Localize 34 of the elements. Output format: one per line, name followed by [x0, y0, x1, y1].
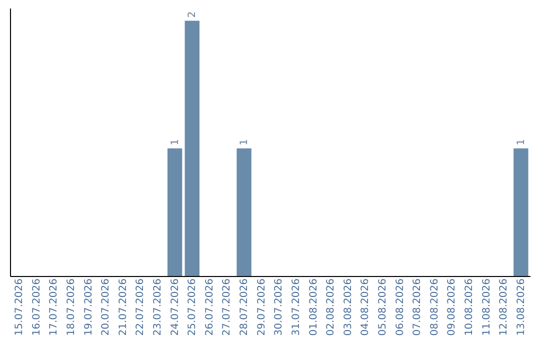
x-tick-label: 23.07.2026 [152, 278, 164, 336]
x-tick-label: 31.07.2026 [290, 278, 302, 336]
x-tick-label: 19.07.2026 [83, 278, 94, 336]
data-label: 2 [187, 11, 198, 18]
x-tick-label: 22.07.2026 [135, 278, 146, 336]
x-tick-label: 13.08.2026 [516, 278, 527, 336]
x-tick-label: 02.08.2026 [326, 278, 337, 336]
x-tick-label: 17.07.2026 [48, 278, 60, 336]
x-tick-label: 04.08.2026 [360, 278, 372, 336]
x-tick-label: 05.08.2026 [377, 278, 388, 336]
data-label: 1 [170, 139, 181, 146]
x-tick-label: 16.07.2026 [31, 278, 42, 336]
x-tick-label: 09.08.2026 [446, 278, 458, 336]
data-label: 1 [239, 139, 250, 146]
x-tick-label: 11.08.2026 [481, 278, 492, 336]
x-tick-label: 27.07.2026 [222, 278, 233, 336]
x-tick-label: 07.08.2026 [412, 278, 424, 336]
data-label: 1 [516, 139, 527, 146]
x-tick-label: 18.07.2026 [66, 278, 77, 336]
x-tick-label: 15.07.2026 [14, 278, 26, 336]
x-tick-label: 24.07.2026 [170, 278, 181, 336]
x-tick-label: 12.08.2026 [498, 278, 510, 336]
x-tick-label: 28.07.2026 [239, 278, 250, 336]
x-tick-label: 06.08.2026 [394, 278, 406, 336]
x-tick-label: 25.07.2026 [187, 278, 198, 336]
x-tick-label: 01.08.2026 [308, 278, 320, 336]
x-tick-label: 08.08.2026 [429, 278, 440, 336]
x-tick-label: 30.07.2026 [274, 278, 285, 336]
x-tick-label: 29.07.2026 [256, 278, 268, 336]
x-tick-label: 21.07.2026 [118, 278, 129, 336]
x-tick-label: 26.07.2026 [204, 278, 216, 336]
x-tick-label: 20.07.2026 [100, 278, 112, 336]
x-tick-label: 03.08.2026 [342, 278, 354, 336]
x-tick-label: 10.08.2026 [464, 278, 475, 336]
